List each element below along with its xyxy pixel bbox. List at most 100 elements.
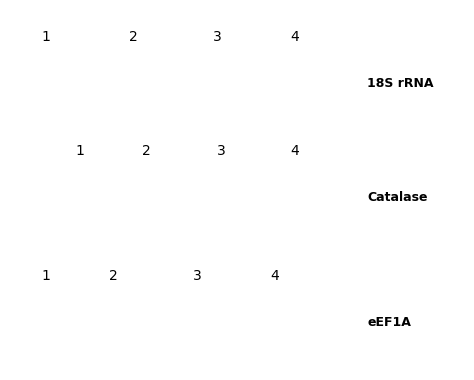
Bar bbox=[247, 67, 342, 100]
Bar bbox=[186, 185, 256, 210]
Bar bbox=[167, 183, 275, 212]
Bar bbox=[175, 67, 260, 100]
Text: 3: 3 bbox=[213, 30, 222, 44]
Bar bbox=[3, 67, 89, 100]
Bar bbox=[13, 174, 79, 184]
Bar bbox=[24, 175, 67, 182]
Bar bbox=[245, 66, 345, 101]
Bar bbox=[318, 302, 369, 359]
FancyBboxPatch shape bbox=[24, 212, 68, 220]
Bar bbox=[83, 308, 150, 343]
Bar bbox=[184, 68, 251, 99]
Bar bbox=[259, 186, 331, 209]
Bar bbox=[6, 210, 86, 222]
Bar bbox=[6, 68, 86, 100]
FancyBboxPatch shape bbox=[167, 309, 234, 337]
Bar bbox=[64, 306, 169, 345]
Bar bbox=[235, 309, 321, 337]
Bar bbox=[116, 185, 178, 210]
Text: 2: 2 bbox=[129, 30, 138, 44]
Bar bbox=[6, 186, 86, 197]
FancyBboxPatch shape bbox=[185, 185, 256, 210]
Bar bbox=[15, 174, 77, 183]
Bar bbox=[17, 212, 74, 220]
Text: 3: 3 bbox=[217, 144, 225, 158]
Bar bbox=[7, 310, 84, 336]
Bar bbox=[17, 311, 75, 335]
Bar bbox=[148, 307, 253, 339]
FancyBboxPatch shape bbox=[120, 185, 174, 210]
Bar bbox=[311, 302, 376, 359]
Bar bbox=[24, 188, 67, 195]
Bar bbox=[265, 187, 324, 209]
Text: 4: 4 bbox=[270, 269, 279, 283]
Bar bbox=[8, 68, 84, 99]
Bar bbox=[6, 173, 86, 184]
Bar bbox=[249, 311, 307, 335]
Bar bbox=[8, 186, 84, 197]
Bar bbox=[181, 185, 261, 210]
Bar bbox=[24, 201, 67, 208]
Bar bbox=[155, 308, 246, 338]
FancyBboxPatch shape bbox=[251, 310, 305, 336]
Bar bbox=[102, 69, 164, 98]
Bar bbox=[249, 185, 341, 211]
Bar bbox=[109, 184, 185, 211]
Text: Catalase: Catalase bbox=[367, 191, 428, 204]
Bar bbox=[118, 185, 176, 210]
Bar bbox=[187, 69, 248, 98]
Bar bbox=[257, 68, 333, 99]
Bar bbox=[10, 200, 82, 209]
Bar bbox=[28, 313, 64, 333]
Bar bbox=[26, 312, 66, 334]
Bar bbox=[252, 311, 305, 335]
Bar bbox=[9, 310, 82, 336]
Bar bbox=[183, 185, 258, 210]
FancyBboxPatch shape bbox=[24, 188, 68, 195]
Bar bbox=[19, 175, 72, 182]
FancyBboxPatch shape bbox=[83, 307, 150, 343]
Bar bbox=[10, 187, 82, 196]
Bar bbox=[243, 66, 347, 101]
Bar bbox=[242, 310, 314, 336]
Bar bbox=[254, 185, 336, 210]
Bar bbox=[170, 67, 265, 100]
Bar bbox=[170, 310, 232, 336]
Bar bbox=[264, 69, 326, 98]
Bar bbox=[86, 67, 181, 100]
Bar bbox=[24, 212, 67, 219]
Bar bbox=[188, 186, 254, 209]
Bar bbox=[17, 174, 74, 183]
Bar bbox=[19, 188, 72, 195]
Bar bbox=[6, 199, 86, 210]
Bar bbox=[15, 69, 77, 98]
Bar bbox=[111, 184, 183, 211]
FancyBboxPatch shape bbox=[12, 68, 80, 99]
Bar bbox=[120, 185, 173, 210]
Bar bbox=[240, 309, 317, 337]
Bar bbox=[179, 185, 263, 211]
Bar bbox=[237, 309, 319, 337]
Text: 18S rRNA: 18S rRNA bbox=[367, 77, 434, 90]
Bar bbox=[19, 312, 73, 334]
Text: 1: 1 bbox=[41, 269, 50, 283]
Bar bbox=[21, 312, 71, 334]
Bar bbox=[256, 185, 334, 210]
Bar bbox=[22, 175, 70, 182]
Bar bbox=[88, 67, 179, 100]
Bar bbox=[328, 304, 360, 357]
Bar bbox=[13, 68, 79, 99]
Bar bbox=[325, 304, 363, 358]
Bar bbox=[0, 66, 98, 101]
Bar bbox=[245, 310, 312, 336]
Bar bbox=[165, 66, 270, 101]
Bar bbox=[101, 183, 192, 212]
Bar bbox=[27, 201, 65, 207]
Bar bbox=[79, 307, 155, 343]
Bar bbox=[332, 304, 356, 357]
Bar bbox=[168, 66, 267, 101]
FancyBboxPatch shape bbox=[261, 68, 328, 99]
Bar bbox=[252, 185, 338, 211]
Bar bbox=[254, 311, 302, 335]
Text: 1: 1 bbox=[41, 30, 50, 44]
